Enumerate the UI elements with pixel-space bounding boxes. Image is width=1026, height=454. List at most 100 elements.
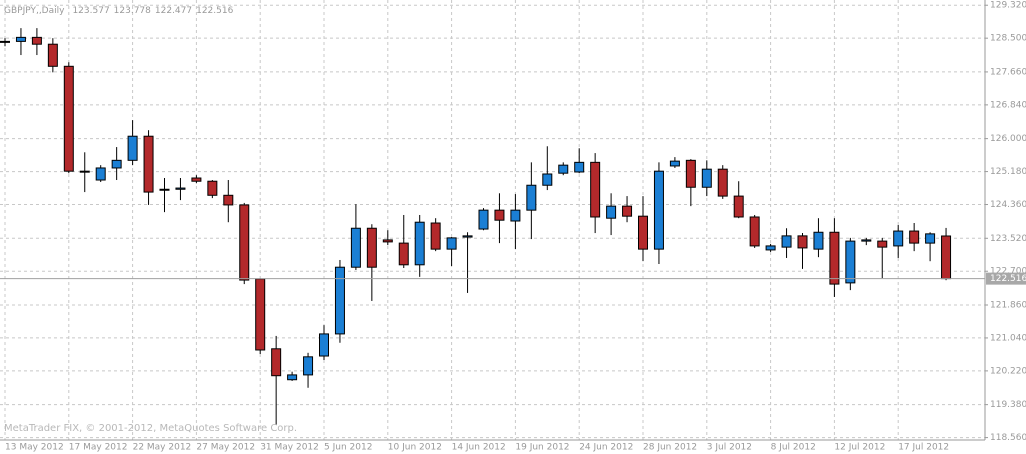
x-tick-label: 24 Jun 2012 [579, 443, 633, 453]
candle-body [829, 231, 840, 285]
candle-body [669, 160, 680, 167]
candle-body [271, 348, 282, 377]
candle-body [111, 159, 122, 169]
candle-body [845, 240, 856, 284]
x-tick-label: 12 Jul 2012 [834, 443, 885, 453]
candle-body [95, 167, 106, 181]
candle-body [191, 177, 202, 182]
candle-body [47, 43, 58, 67]
candle-body [255, 278, 266, 351]
x-tick-label: 8 Jul 2012 [771, 443, 816, 453]
candle-body [574, 161, 585, 173]
candle-body [207, 180, 218, 196]
candle-body [622, 205, 633, 217]
candle-body [334, 266, 345, 335]
y-tick-label: 119.380 [990, 400, 1026, 410]
chart-title: GBPJPY,,Daily 123.577 123.778 122.477 122.51… [4, 6, 234, 16]
y-tick-label: 118.560 [990, 433, 1026, 443]
candle-body [510, 209, 521, 222]
candle-body [478, 209, 489, 230]
x-tick-label: 5 Jun 2012 [324, 443, 372, 453]
candle-body [15, 36, 26, 42]
candle-body [319, 333, 329, 357]
candle-body [558, 164, 569, 174]
last-open: 123.577 [72, 6, 109, 16]
candle-body [526, 184, 537, 211]
y-tick-label: 126.840 [990, 100, 1026, 110]
y-tick-label: 123.520 [990, 234, 1026, 244]
candle-body [63, 65, 74, 172]
candle-body [701, 168, 712, 188]
candle-body [749, 216, 760, 247]
last-close: 122.516 [196, 6, 233, 16]
y-tick-label: 126.000 [990, 134, 1026, 144]
x-tick-label: 14 Jun 2012 [452, 443, 506, 453]
candle-body [542, 173, 553, 186]
x-tick-label: 13 May 2012 [5, 443, 64, 453]
x-tick-label: 19 Jun 2012 [515, 443, 569, 453]
candle-body [462, 235, 473, 238]
candle-body [909, 230, 920, 244]
candle-body [303, 356, 314, 376]
last-low: 122.477 [155, 6, 192, 16]
y-tick-label: 121.860 [990, 300, 1026, 310]
candle-body [430, 222, 441, 250]
candle-body [653, 170, 664, 250]
candle-body [398, 242, 409, 266]
candle-body [925, 233, 936, 244]
candle-body [717, 168, 728, 197]
x-tick-label: 27 May 2012 [196, 443, 255, 453]
candle-body [414, 221, 425, 266]
y-tick-label: 124.360 [990, 200, 1026, 210]
candle-body [159, 188, 170, 191]
candle-body [223, 194, 234, 206]
x-tick-label: 17 Jul 2012 [898, 443, 949, 453]
x-tick-label: 22 May 2012 [133, 443, 192, 453]
candle-body [79, 170, 90, 173]
candle-body [494, 209, 505, 221]
price-label: 122.516 [990, 274, 1026, 284]
candle-body [797, 235, 808, 249]
candle-body [31, 36, 42, 45]
candle-body [638, 215, 648, 250]
candle-body [382, 239, 393, 243]
x-tick-label: 10 Jun 2012 [388, 443, 442, 453]
last-high: 123.778 [114, 6, 151, 16]
candle-body [733, 195, 744, 218]
candle-body [893, 230, 904, 247]
candle-body [781, 235, 792, 248]
candle-body [685, 159, 696, 188]
candle-body [877, 240, 888, 248]
candle-body [350, 227, 361, 268]
candle-body [239, 204, 250, 281]
x-tick-label: 28 Jun 2012 [643, 443, 697, 453]
y-tick-label: 122.700 [990, 267, 1026, 277]
candle-body [446, 237, 457, 250]
candle-body [861, 239, 872, 242]
candle-body [941, 235, 952, 280]
y-tick-label: 121.040 [990, 333, 1026, 343]
candle-body [287, 374, 298, 381]
y-tick-label: 127.660 [990, 67, 1026, 77]
watermark: MetaTrader FIX, © 2001-2012, MetaQuotes … [4, 423, 297, 434]
x-tick-label: 17 May 2012 [69, 443, 128, 453]
candle-body [127, 135, 138, 161]
symbol: GBPJPY,,Daily [4, 6, 65, 16]
candle-body [590, 161, 601, 218]
candle-body [813, 231, 824, 250]
y-tick-label: 128.500 [990, 34, 1026, 44]
candle-body [175, 187, 186, 190]
price-label-box [986, 272, 1026, 285]
candle-body [143, 135, 154, 193]
y-tick-label: 120.220 [990, 366, 1026, 376]
candle-body [366, 227, 377, 268]
candle-body [606, 205, 617, 219]
x-tick-label: 31 May 2012 [260, 443, 319, 453]
y-tick-label: 125.180 [990, 167, 1026, 177]
y-tick-label: 129.320 [990, 1, 1026, 11]
candle-body [765, 245, 776, 251]
x-tick-label: 3 Jul 2012 [707, 443, 752, 453]
candle-body [0, 40, 10, 43]
